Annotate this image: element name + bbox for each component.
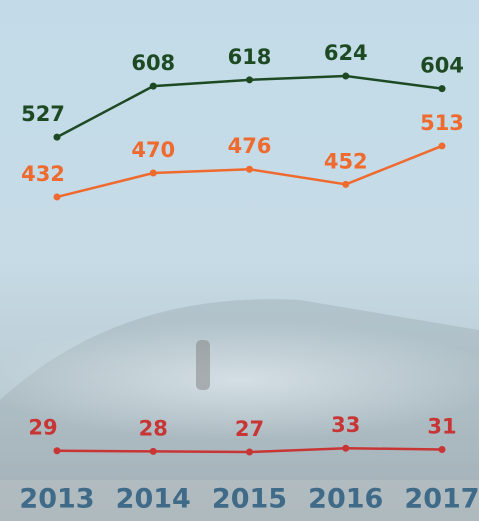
point bbox=[246, 448, 253, 456]
data-label: 608 bbox=[131, 51, 175, 75]
point bbox=[149, 169, 157, 177]
x-tick-label: 2015 bbox=[212, 484, 287, 515]
point bbox=[149, 82, 157, 90]
point bbox=[246, 76, 253, 84]
point bbox=[149, 447, 157, 455]
point bbox=[246, 165, 253, 173]
data-label: 618 bbox=[228, 45, 272, 69]
data-label: 604 bbox=[420, 54, 464, 78]
data-label: 432 bbox=[21, 162, 65, 186]
x-tick-label: 2013 bbox=[19, 484, 94, 515]
data-label: 513 bbox=[420, 111, 464, 135]
data-label: 31 bbox=[427, 414, 456, 438]
data-label: 527 bbox=[21, 102, 65, 126]
label-band bbox=[0, 480, 479, 521]
data-label: 28 bbox=[139, 416, 168, 440]
debris bbox=[196, 340, 210, 390]
point bbox=[342, 180, 350, 188]
data-label: 470 bbox=[131, 138, 175, 162]
data-label: 452 bbox=[324, 149, 368, 173]
data-label: 29 bbox=[28, 416, 57, 440]
data-label: 33 bbox=[331, 413, 360, 437]
point bbox=[53, 193, 61, 201]
point bbox=[438, 445, 446, 453]
x-tick-label: 2014 bbox=[116, 484, 191, 515]
data-label: 476 bbox=[228, 134, 272, 158]
x-tick-label: 2016 bbox=[308, 484, 383, 515]
point bbox=[53, 133, 61, 141]
data-label: 624 bbox=[324, 41, 368, 65]
point bbox=[53, 447, 61, 455]
fog bbox=[0, 320, 479, 440]
data-label: 27 bbox=[235, 417, 264, 441]
point bbox=[438, 85, 446, 93]
point bbox=[438, 142, 446, 150]
point bbox=[342, 444, 350, 452]
point bbox=[342, 72, 350, 80]
x-tick-label: 2017 bbox=[404, 484, 479, 515]
